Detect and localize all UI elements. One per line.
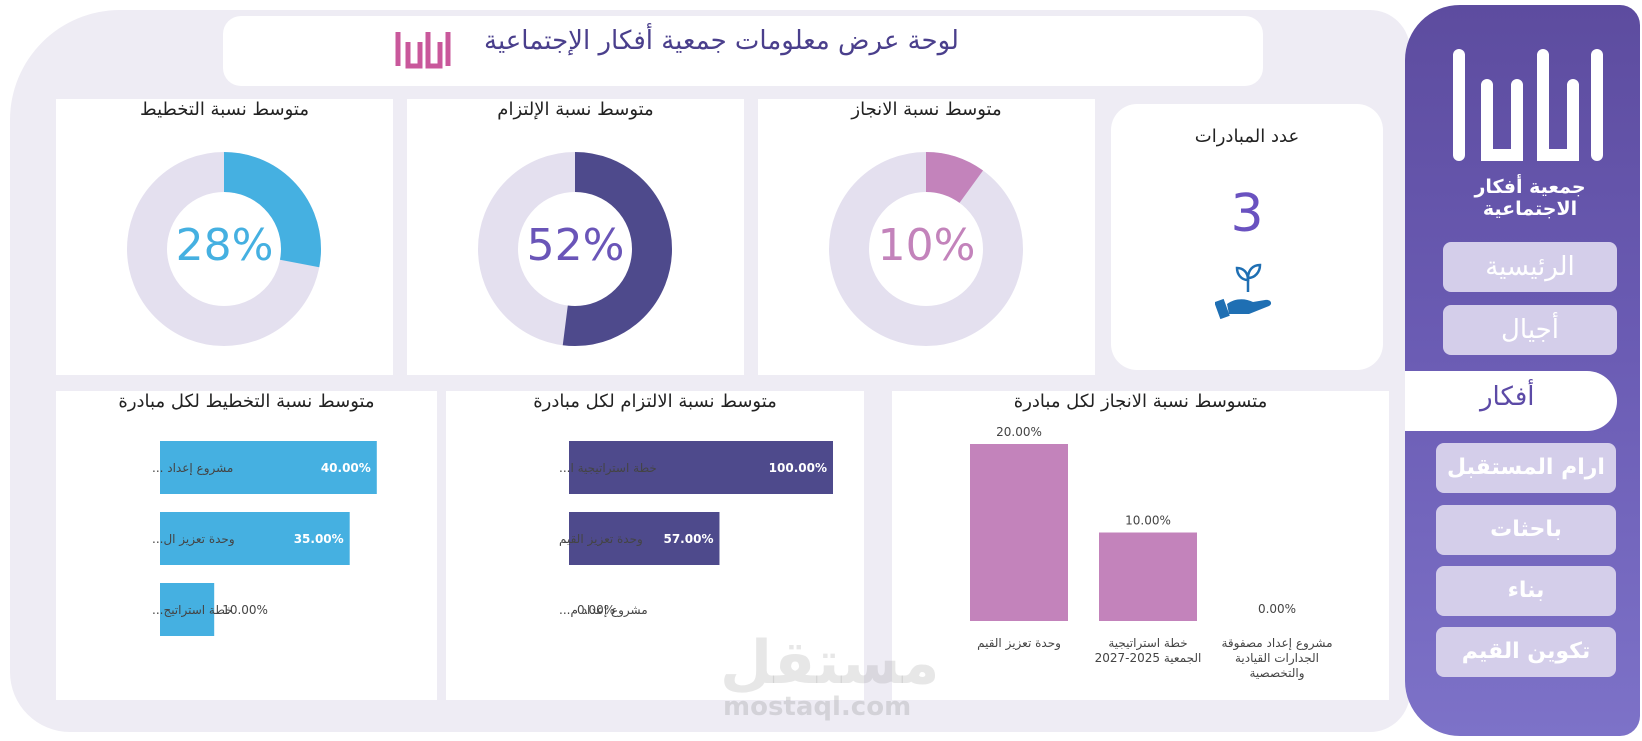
donut-achievement-arc: [829, 152, 1023, 346]
achievement-value-label: 0.00%: [1258, 602, 1296, 616]
chart-title-planning: متوسط نسبة التخطيط لكل مبادرة: [118, 391, 375, 412]
page-title: لوحة عرض معلومات جمعية أفكار الإجتماعية: [484, 26, 959, 56]
achievement-category-label: وحدة تعزيز القيم: [977, 636, 1061, 651]
kpi-title-planning: متوسط نسبة التخطيط: [140, 99, 309, 120]
planning-value-label: 40.00%: [321, 461, 371, 475]
achievement-value-label: 10.00%: [1125, 514, 1171, 528]
kpi-card-commitment[interactable]: متوسط نسبة الإلتزام 52%: [407, 99, 744, 375]
watermark-latin: mostaql.com: [723, 692, 912, 722]
commitment-value-label: 0.00%: [577, 603, 615, 617]
nav-item-ajyal[interactable]: أجيال: [1443, 305, 1617, 355]
donut-commitment: [478, 152, 672, 346]
donut-commitment-arc: [478, 152, 672, 346]
chart-achievement-svg: 20.00% وحدة تعزيز القيم 10.00% خطة استراتيج…: [970, 425, 1333, 681]
kpi-card-planning[interactable]: متوسط نسبة التخطيط 28%: [56, 99, 393, 375]
achievement-category-label: خطة استراتيجية الجمعية 2025-2027: [1095, 636, 1202, 665]
kpi-title-achievement: متوسط نسبة الانجاز: [851, 99, 1002, 120]
hand-plant-icon: [1215, 263, 1272, 320]
commitment-value-label: 57.00%: [663, 532, 713, 546]
watermark-arabic: مستقل: [720, 628, 940, 698]
chart-title-achievement: متسوسط نسبة الانجاز لكل مبادرة: [1013, 391, 1268, 412]
planning-value-label: 10.00%: [222, 603, 268, 617]
initiatives-count: 3: [1230, 184, 1264, 244]
commitment-category-label: خطة استراتيجية ا...: [559, 461, 657, 476]
chart-title-commitment: متوسط نسبة الالتزام لكل مبادرة: [533, 391, 777, 412]
achievement-value-label: 20.00%: [996, 425, 1042, 439]
planning-category-label: وحدة تعزيز ال...: [152, 532, 235, 547]
nav-item-home[interactable]: الرئيسية: [1443, 242, 1617, 292]
sidebar-logo: [1445, 45, 1610, 165]
kpi-card-achievement[interactable]: متوسط نسبة الانجاز 10%: [758, 99, 1095, 375]
sidebar-logo-subtext: جمعية أفكار الاجتماعية: [1474, 176, 1586, 220]
planning-bar[interactable]: [160, 441, 377, 494]
kpi-title-commitment: متوسط نسبة الإلتزام: [497, 99, 654, 120]
commitment-value-label: 100.00%: [769, 461, 827, 475]
chart-card-planning[interactable]: متوسط نسبة التخطيط لكل مبادرة مشروع إعدا…: [56, 391, 437, 700]
planning-bar[interactable]: [160, 583, 215, 636]
kpi-value-achievement: 10%: [877, 220, 976, 271]
donut-planning: [127, 152, 321, 346]
nav-item-takween[interactable]: تكوين القيم: [1436, 627, 1616, 677]
planning-value-label: 35.00%: [294, 532, 344, 546]
header-logo: [390, 22, 454, 80]
kpi-value-planning: 28%: [175, 220, 274, 271]
kpi-card-initiatives[interactable]: عدد المبادرات 3: [1111, 104, 1383, 370]
commitment-category-label: وحدة تعزيز القيم: [559, 532, 643, 547]
commitment-bar[interactable]: [569, 512, 720, 565]
achievement-bar[interactable]: [1099, 532, 1197, 622]
donut-achievement: [829, 152, 1023, 346]
chart-commitment-svg: خطة استراتيجية ا... 100.00% وحدة تعزيز الق…: [559, 441, 833, 618]
planning-bar[interactable]: [160, 512, 350, 565]
chart-planning-svg: مشروع إعداد ... 40.00% وحدة تعزيز ال... 35.…: [152, 441, 377, 636]
kpi-value-commitment: 52%: [526, 220, 625, 271]
chart-card-achievement[interactable]: متسوسط نسبة الانجاز لكل مبادرة 20.00% وحد…: [892, 391, 1389, 700]
commitment-bar[interactable]: [569, 441, 833, 494]
achievement-bar[interactable]: [970, 444, 1068, 621]
kpi-title-initiatives: عدد المبادرات: [1194, 126, 1300, 147]
achievement-category-label: مشروع إعداد مصفوقة الجدارات القيادية والتخ…: [1221, 636, 1332, 681]
chart-card-commitment[interactable]: متوسط نسبة الالتزام لكل مبادرة خطة استرا…: [446, 391, 864, 700]
commitment-category-label: مشروع إعداد م...: [559, 603, 648, 618]
nav-item-bahithat[interactable]: باحثات: [1436, 505, 1616, 555]
nav-item-binaa[interactable]: بناء: [1436, 566, 1616, 616]
nav-item-aram[interactable]: ارام المستقبل: [1436, 443, 1616, 493]
planning-category-label: خطة استراتيج...: [152, 603, 233, 618]
nav-item-afkar-active[interactable]: [1405, 371, 1617, 431]
donut-planning-arc: [127, 152, 321, 346]
planning-category-label: مشروع إعداد ...: [152, 461, 233, 476]
nav-item-afkar-label: أفكار: [1480, 382, 1535, 412]
